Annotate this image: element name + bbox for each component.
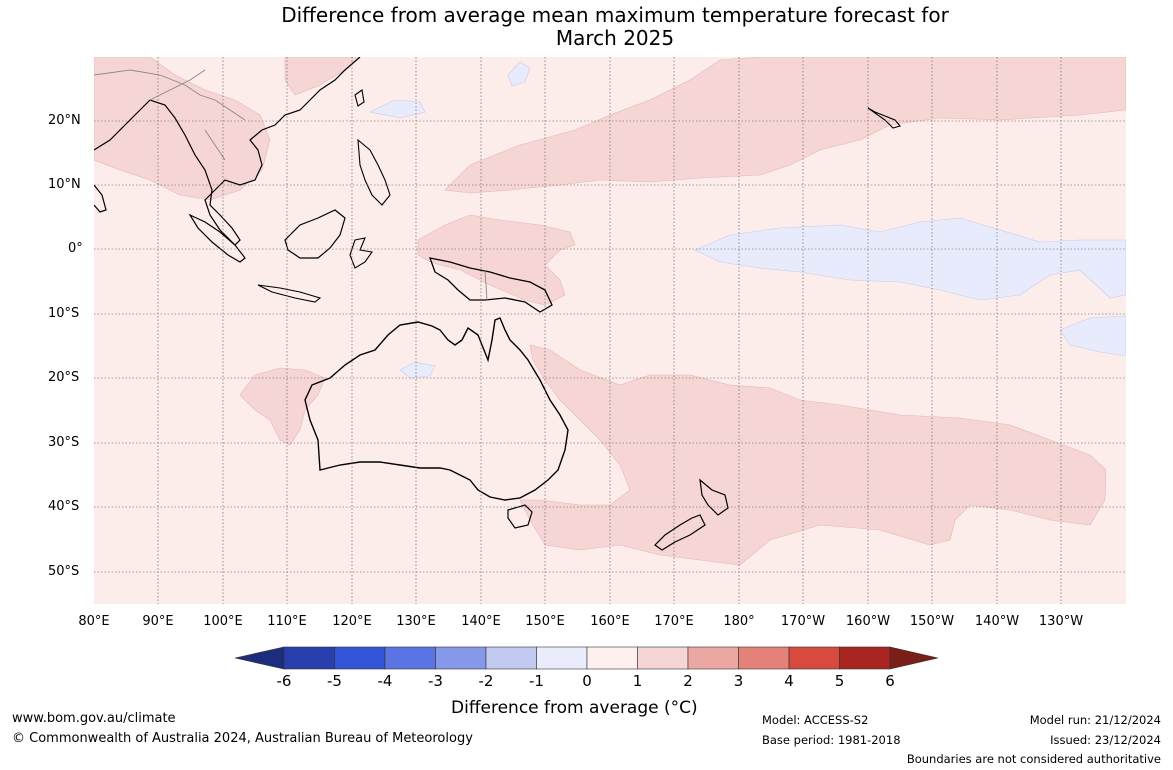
- coastline-taiwan: [354, 89, 365, 107]
- lat-label-40s: 40°S: [48, 499, 80, 514]
- lat-label-0: 0°: [68, 241, 83, 256]
- lon-label-170e: 170°E: [654, 614, 694, 629]
- coastline-sumatra: [188, 213, 246, 263]
- lon-label-120e: 120°E: [332, 614, 372, 629]
- coastline-new-zealand-south: [654, 514, 706, 551]
- forecast-map: [94, 57, 1126, 604]
- coastline-sulawesi: [349, 237, 373, 269]
- colorbar-tick-label: -2: [478, 672, 494, 690]
- cool-region-small-1: [369, 99, 426, 119]
- colorbar-tick-label: 1: [632, 672, 643, 690]
- colorbar-tick-label: 5: [834, 672, 845, 690]
- colorbar-tick-label: -1: [529, 672, 544, 690]
- coastline-tasmania: [507, 504, 533, 529]
- footer-model: Model: ACCESS-S2: [762, 713, 869, 727]
- lon-label-130e: 130°E: [396, 614, 436, 629]
- colorbar-tick-label: -4: [377, 672, 393, 690]
- lat-label-10s: 10°S: [48, 306, 80, 321]
- coastline-borneo: [284, 209, 346, 259]
- warm-region-north-east: [284, 57, 361, 96]
- lon-label-150w: 150°W: [909, 614, 955, 629]
- footer-model-run: Model run: 21/12/2024: [1029, 713, 1161, 727]
- coastline-philippines: [357, 138, 391, 206]
- coastline-new-zealand-north: [699, 478, 729, 516]
- footer-base-period: Base period: 1981-2018: [762, 733, 901, 747]
- lon-label-170w: 170°W: [780, 614, 826, 629]
- colorbar-tick-label: 6: [885, 672, 895, 690]
- colorbar-tick-label: 2: [683, 672, 693, 690]
- footer-copyright: © Commonwealth of Australia 2024, Austra…: [12, 731, 473, 746]
- coastline-asia-mainland: [94, 57, 361, 246]
- warm-region-asia: [94, 57, 271, 201]
- footer-disclaimer: Boundaries are not considered authoritat…: [906, 752, 1161, 766]
- lon-label-80e: 80°E: [78, 614, 110, 629]
- footer-website: www.bom.gov.au/climate: [12, 711, 176, 726]
- lon-label-140e: 140°E: [461, 614, 501, 629]
- colorbar-tick-label: -3: [428, 672, 443, 690]
- lat-label-20s: 20°S: [48, 370, 80, 385]
- coastline-hawaii: [867, 107, 901, 129]
- lon-label-140w: 140°W: [974, 614, 1020, 629]
- lat-label-50s: 50°S: [48, 564, 80, 579]
- title-line-1: Difference from average mean maximum tem…: [281, 3, 949, 27]
- colorbar-tick-label: 0: [582, 672, 592, 690]
- graticule: [94, 57, 1126, 604]
- warm-region-equatorial: [417, 214, 576, 306]
- lon-label-110e: 110°E: [267, 614, 307, 629]
- warm-region-north-pacific: [444, 57, 1126, 194]
- coastline-java: [257, 284, 322, 303]
- lon-label-180: 180°: [723, 614, 755, 629]
- colorbar-tick-label: 4: [784, 672, 794, 690]
- cool-region-east-south-pacific: [1059, 315, 1126, 357]
- title-line-2: March 2025: [555, 26, 675, 50]
- warm-region-south-pacific: [519, 344, 1107, 566]
- chart-title: Difference from average mean maximum tem…: [0, 4, 1173, 50]
- colorbar-tick-label: 3: [733, 672, 744, 690]
- colorbar-title: Difference from average (°C): [451, 698, 698, 718]
- cool-region-small-2: [507, 61, 531, 87]
- lon-label-100e: 100°E: [203, 614, 243, 629]
- coastline-india-east: [94, 184, 107, 213]
- lat-label-10n: 10°N: [48, 177, 81, 192]
- coastline-new-guinea: [429, 257, 553, 313]
- colorbar-tick-label: -5: [327, 672, 342, 690]
- lon-label-150e: 150°E: [525, 614, 565, 629]
- cool-region-equatorial-pacific: [694, 217, 1126, 301]
- colorbar-tick-label: -6: [276, 672, 292, 690]
- lon-label-160e: 160°E: [590, 614, 630, 629]
- lon-label-160w: 160°W: [845, 614, 891, 629]
- lat-label-30s: 30°S: [48, 435, 80, 450]
- coastline-australia: [304, 317, 569, 501]
- country-borders: [94, 69, 488, 301]
- lon-label-130w: 130°W: [1038, 614, 1084, 629]
- cool-region-small-3: [399, 361, 436, 379]
- lat-label-20n: 20°N: [48, 113, 81, 128]
- warm-region-west-australia: [239, 367, 326, 446]
- lon-label-90e: 90°E: [142, 614, 174, 629]
- footer-issued: Issued: 23/12/2024: [1050, 733, 1161, 747]
